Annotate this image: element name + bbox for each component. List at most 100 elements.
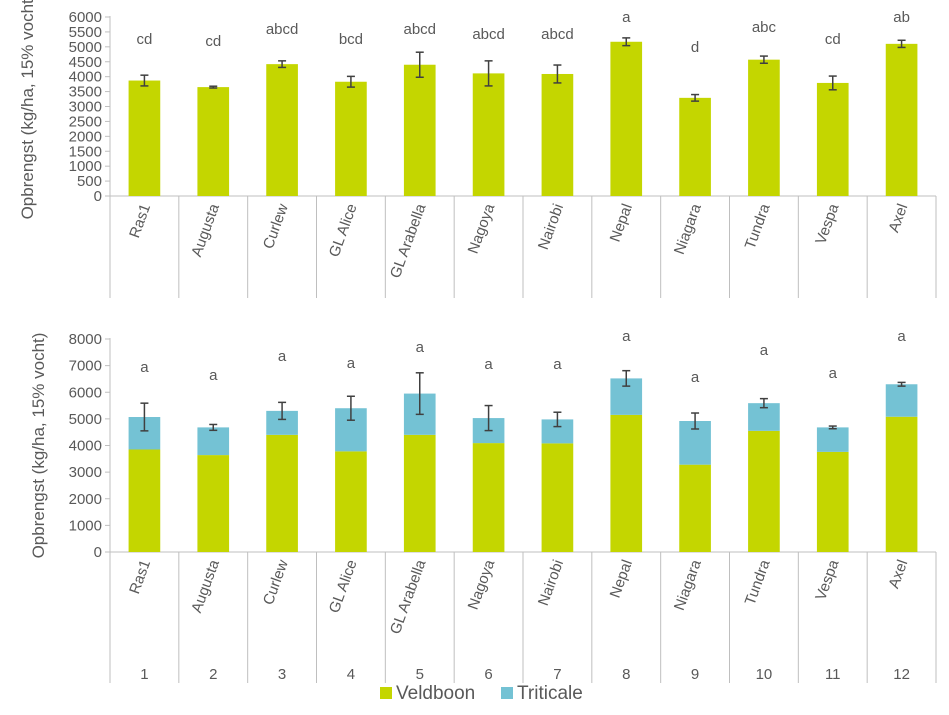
x-tick-label: Augusta <box>188 557 223 615</box>
significance-letter: bcd <box>339 31 363 48</box>
x-tick-label: Nepal <box>607 558 636 601</box>
significance-letter: a <box>829 365 838 382</box>
x-tick-label: Augusta <box>188 201 223 259</box>
bar-veldboon <box>128 449 161 552</box>
significance-letter: abcd <box>541 26 574 43</box>
y-tick-label: 3000 <box>69 464 102 481</box>
significance-letter: a <box>553 356 562 373</box>
bar-veldboon <box>885 416 918 552</box>
y-tick-label: 6000 <box>69 9 102 26</box>
y-axis-title: Opbrengst (kg/ha, 15% vocht) <box>18 0 37 219</box>
y-tick-label: 0 <box>94 188 102 205</box>
x-tick-label: Nagoya <box>465 201 499 256</box>
x-tick-label: GL Alice <box>326 558 361 616</box>
bar <box>816 82 849 196</box>
x-tick-label: Nairobi <box>535 558 567 608</box>
bar <box>197 87 230 196</box>
y-tick-label: 4500 <box>69 54 102 71</box>
bar-triticale <box>197 427 230 456</box>
significance-letter: a <box>484 356 493 373</box>
y-tick-label: 5000 <box>69 411 102 428</box>
x-group-number: 4 <box>347 666 355 683</box>
x-group-number: 7 <box>553 666 561 683</box>
x-tick-label: Vespa <box>812 557 842 603</box>
y-tick-label: 6000 <box>69 384 102 401</box>
x-group-number: 10 <box>756 666 773 683</box>
x-tick-label: Axel <box>885 558 911 591</box>
y-tick-label: 3000 <box>69 99 102 116</box>
x-tick-label: Niagara <box>671 557 705 613</box>
y-tick-label: 2500 <box>69 113 102 130</box>
bar-triticale <box>266 410 298 435</box>
x-group-number: 5 <box>416 666 424 683</box>
x-tick-label: Ras1 <box>126 202 154 241</box>
significance-letter: cd <box>136 31 152 48</box>
x-group-number: 1 <box>140 666 148 683</box>
x-tick-label: Tundra <box>742 557 774 608</box>
y-tick-label: 0 <box>94 544 102 561</box>
x-group-number: 12 <box>893 666 910 683</box>
bottom-stacked-bar-chart: 0 1000 2000 3000 4000 5000 6000 7000 8000 Opbreng… <box>29 328 937 683</box>
x-group-number: 3 <box>278 666 286 683</box>
bar <box>266 64 298 197</box>
bar <box>541 73 574 196</box>
bar-veldboon <box>197 455 230 552</box>
bar-veldboon <box>679 464 711 552</box>
bar-veldboon <box>403 434 436 552</box>
x-group-number: 8 <box>622 666 630 683</box>
bar <box>472 73 505 196</box>
bar <box>679 97 711 196</box>
y-tick-label: 2000 <box>69 491 102 508</box>
significance-letter: ab <box>893 9 910 26</box>
bar <box>335 81 367 196</box>
significance-letter: a <box>416 339 425 356</box>
x-group-number: 11 <box>825 666 841 683</box>
significance-letter: d <box>691 39 699 56</box>
significance-letter: abcd <box>403 21 436 38</box>
significance-letter: abcd <box>266 21 299 38</box>
significance-letter: abcd <box>472 26 505 43</box>
y-tick-label: 1500 <box>69 143 102 160</box>
x-tick-label: GL Arabella <box>387 201 430 281</box>
x-tick-label: Tundra <box>742 201 774 252</box>
y-tick-label: 7000 <box>69 358 102 375</box>
y-axis-title: Opbrengst (kg/ha, 15% vocht) <box>29 333 48 559</box>
bar-triticale <box>541 419 574 444</box>
legend-label-triticale: Triticale <box>517 683 583 704</box>
x-tick-label: GL Arabella <box>387 557 430 637</box>
significance-letter: abc <box>752 19 777 36</box>
x-tick-label: Nepal <box>607 202 636 245</box>
bar <box>748 59 780 196</box>
bar <box>128 80 161 196</box>
significance-letter: cd <box>205 33 221 50</box>
y-tick-label: 1000 <box>69 158 102 175</box>
legend-swatch-veldboon <box>380 687 392 699</box>
x-group-number: 9 <box>691 666 699 683</box>
legend-label-veldboon: Veldboon <box>396 683 475 704</box>
significance-letter: a <box>691 369 700 386</box>
x-tick-label: Niagara <box>671 201 705 257</box>
y-tick-label: 1000 <box>69 517 102 534</box>
legend: Veldboon Triticale <box>380 683 583 704</box>
x-tick-label: Nairobi <box>535 202 567 252</box>
x-tick-label: Ras1 <box>126 558 154 597</box>
bar-triticale <box>816 427 849 452</box>
y-tick-label: 4000 <box>69 69 102 86</box>
significance-letter: a <box>347 355 356 372</box>
x-tick-label: GL Alice <box>326 202 361 260</box>
bar <box>885 43 918 196</box>
bar-veldboon <box>541 443 574 552</box>
x-tick-label: Curlew <box>260 557 292 607</box>
bar-veldboon <box>335 451 367 552</box>
x-tick-label: Axel <box>885 202 911 235</box>
bar-triticale <box>885 384 918 417</box>
significance-letter: a <box>760 342 769 359</box>
x-tick-label: Curlew <box>260 201 292 251</box>
significance-letter: a <box>622 9 631 26</box>
x-tick-label: Nagoya <box>465 557 499 612</box>
significance-letter: cd <box>825 31 841 48</box>
y-tick-label: 5500 <box>69 24 102 41</box>
significance-letter: a <box>140 359 149 376</box>
bar-veldboon <box>472 443 505 552</box>
